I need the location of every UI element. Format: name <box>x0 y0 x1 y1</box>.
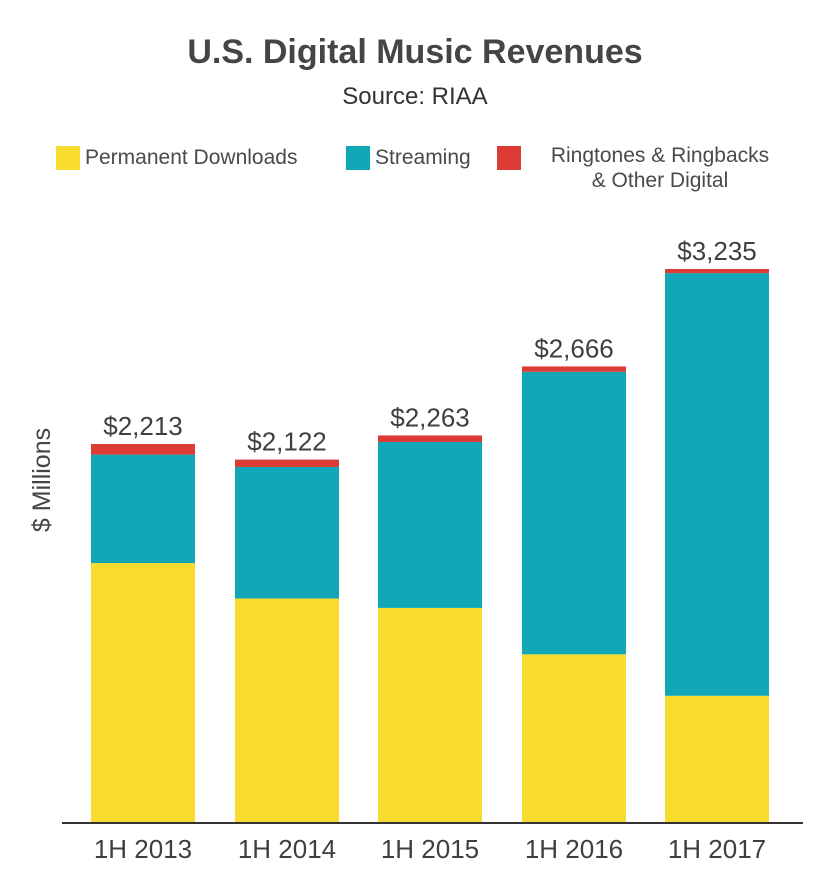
chart-subtitle: Source: RIAA <box>342 83 487 110</box>
legend-swatch-2 <box>497 146 521 170</box>
bar-segment-streaming-3 <box>522 371 626 655</box>
bar-segment-ringtones-2 <box>378 435 482 442</box>
total-label-0: $2,213 <box>103 411 183 441</box>
bars-group <box>91 269 769 823</box>
bar-segment-downloads-4 <box>665 695 769 823</box>
x-tick-label-2: 1H 2015 <box>381 834 479 864</box>
chart-title: U.S. Digital Music Revenues <box>187 33 642 71</box>
totals-group: $2,213 $2,122 $2,263 $2,666 $3,235 <box>103 236 757 457</box>
bar-segment-downloads-3 <box>522 654 626 823</box>
legend-label-0: Permanent Downloads <box>85 146 297 169</box>
total-label-3: $2,666 <box>534 333 614 363</box>
bar-segment-streaming-4 <box>665 273 769 696</box>
total-label-1: $2,122 <box>247 427 327 457</box>
x-tick-label-0: 1H 2013 <box>94 834 192 864</box>
bar-segment-ringtones-0 <box>91 444 195 455</box>
y-axis-label: $ Millions <box>28 428 56 532</box>
legend-swatch-0 <box>56 146 80 170</box>
total-label-4: $3,235 <box>677 236 757 266</box>
legend-label-1: Streaming <box>375 146 471 169</box>
legend-label-2: Ringtones & Ringbacks & Other Digital <box>551 144 769 192</box>
bar-segment-streaming-0 <box>91 454 195 564</box>
legend-swatch-1 <box>346 146 370 170</box>
bar-segment-ringtones-1 <box>235 459 339 467</box>
total-label-2: $2,263 <box>390 402 470 432</box>
legend: Permanent Downloads Streaming Ringtones & … <box>56 144 769 192</box>
bar-segment-ringtones-4 <box>665 269 769 274</box>
x-tick-label-4: 1H 2017 <box>668 834 766 864</box>
bar-segment-downloads-1 <box>235 598 339 823</box>
bar-segment-streaming-2 <box>378 441 482 608</box>
x-tick-label-3: 1H 2016 <box>525 834 623 864</box>
bar-segment-ringtones-3 <box>522 366 626 372</box>
x-ticks-group: 1H 2013 1H 2014 1H 2015 1H 2016 1H 2017 <box>94 834 766 864</box>
bar-segment-downloads-2 <box>378 607 482 823</box>
x-tick-label-1: 1H 2014 <box>238 834 336 864</box>
bar-segment-streaming-1 <box>235 466 339 599</box>
bar-segment-downloads-0 <box>91 563 195 823</box>
